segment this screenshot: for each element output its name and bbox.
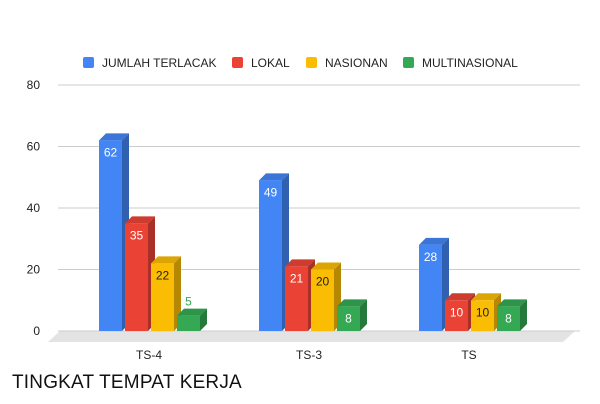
bar-top xyxy=(99,133,129,141)
bar-top xyxy=(259,173,289,181)
bar-front xyxy=(419,244,442,331)
legend-swatch xyxy=(83,57,94,68)
data-label: 22 xyxy=(156,268,170,282)
data-label: 5 xyxy=(185,295,192,309)
bar: 10 xyxy=(471,293,501,331)
legend: JUMLAH TERLACAK LOKAL NASIONAN MULTINASIONA… xyxy=(83,56,518,70)
data-label: 8 xyxy=(345,311,352,325)
bar-front xyxy=(177,315,200,331)
y-axis-ticks: 0 20 40 60 80 xyxy=(27,78,41,338)
bar-front xyxy=(125,223,148,331)
data-label: 28 xyxy=(424,250,438,264)
bar: 10 xyxy=(445,293,475,331)
bar: 22 xyxy=(151,256,181,331)
y-tick-label: 0 xyxy=(33,324,40,338)
bar-top xyxy=(337,299,367,307)
legend-label: NASIONAN xyxy=(325,56,388,70)
floor-plane xyxy=(48,331,575,342)
data-label: 21 xyxy=(290,271,304,285)
data-label: 49 xyxy=(264,185,278,199)
bar-top xyxy=(419,237,449,245)
bar-front xyxy=(497,306,520,331)
bar-top xyxy=(497,299,527,307)
chart-floor xyxy=(48,331,575,342)
legend-item: JUMLAH TERLACAK xyxy=(83,56,216,70)
y-tick-label: 20 xyxy=(27,263,41,277)
legend-swatch xyxy=(232,57,243,68)
bar: 8 xyxy=(337,299,367,331)
bar-top xyxy=(285,259,315,267)
bar: 20 xyxy=(311,262,341,331)
bar-top xyxy=(151,256,181,264)
y-tick-label: 80 xyxy=(27,78,41,92)
bar-front xyxy=(337,306,360,331)
data-label: 8 xyxy=(505,311,512,325)
bar: 49 xyxy=(259,173,289,331)
legend-swatch xyxy=(403,57,414,68)
bar-top xyxy=(125,216,155,224)
bar-side xyxy=(360,299,367,331)
legend-label: LOKAL xyxy=(251,56,290,70)
bar-top xyxy=(445,293,475,301)
data-label: 10 xyxy=(476,305,490,319)
bar-side xyxy=(174,256,181,331)
bar-front xyxy=(151,263,174,331)
bar-front xyxy=(445,300,468,331)
x-category-label: TS-3 xyxy=(296,348,322,362)
bar: 8 xyxy=(497,299,527,331)
bar-front xyxy=(99,140,122,331)
bars: 62 35 22 5 49 21 20 8 28 10 10 8 xyxy=(99,133,527,331)
legend-item: NASIONAN xyxy=(306,56,388,70)
data-label: 20 xyxy=(316,275,330,289)
data-label: 62 xyxy=(104,145,118,159)
bar-top xyxy=(471,293,501,301)
legend-item: MULTINASIONAL xyxy=(403,56,518,70)
y-tick-label: 40 xyxy=(27,201,41,215)
bar-front xyxy=(259,180,282,331)
bar-top xyxy=(177,308,207,316)
bar: 21 xyxy=(285,259,315,331)
bar: 62 xyxy=(99,133,129,331)
chart-title: TINGKAT TEMPAT KERJA xyxy=(12,372,242,393)
x-category-label: TS xyxy=(461,348,476,362)
legend-item: LOKAL xyxy=(232,56,290,70)
bar-front xyxy=(311,269,334,331)
y-tick-label: 60 xyxy=(27,140,41,154)
legend-label: JUMLAH TERLACAK xyxy=(102,56,216,70)
bar: 28 xyxy=(419,237,449,331)
bar-side xyxy=(200,308,207,331)
data-label: 35 xyxy=(130,228,144,242)
bar: 35 xyxy=(125,216,155,331)
legend-label: MULTINASIONAL xyxy=(422,56,518,70)
data-label: 10 xyxy=(450,305,464,319)
bar-front xyxy=(285,266,308,331)
x-category-label: TS-4 xyxy=(136,348,162,362)
legend-swatch xyxy=(306,57,317,68)
bar-front xyxy=(471,300,494,331)
x-axis-categories: TS-4 TS-3 TS xyxy=(136,348,477,362)
bar-side xyxy=(520,299,527,331)
bar: 5 xyxy=(177,295,207,331)
bar-top xyxy=(311,262,341,270)
